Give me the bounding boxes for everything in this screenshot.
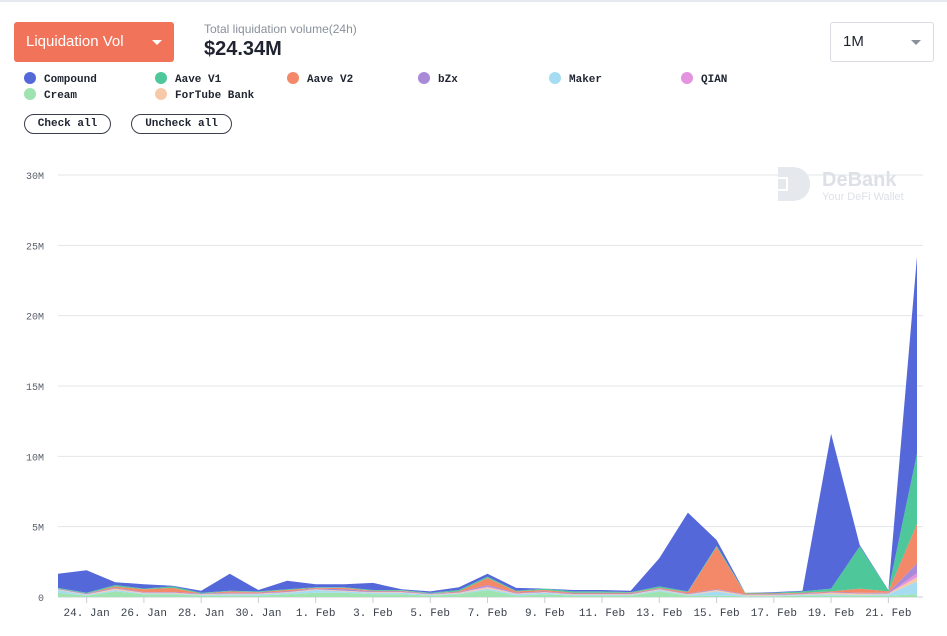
x-tick-label: 21. Feb: [865, 608, 911, 620]
area-series-cream: [58, 590, 917, 597]
total-volume-label: Total liquidation volume(24h): [204, 22, 357, 36]
area-series-aave-v1: [58, 453, 917, 594]
y-tick-label: 0: [38, 594, 44, 605]
x-tick-label: 11. Feb: [579, 608, 625, 620]
check-all-button[interactable]: Check all: [24, 114, 111, 134]
top-border: [0, 0, 947, 2]
debank-logo-icon: [778, 167, 810, 201]
legend-item-qian[interactable]: QIAN: [681, 72, 727, 88]
legend-item-aave-v2[interactable]: Aave V2: [287, 72, 353, 88]
legend-dot: [24, 72, 36, 84]
legend-label: Aave V2: [307, 74, 354, 86]
time-range-select[interactable]: 1M: [830, 22, 934, 62]
chart-gridlines: [58, 174, 923, 598]
time-range-value: 1M: [843, 33, 864, 50]
legend-dot: [155, 88, 167, 100]
legend-item-fortube-bank[interactable]: ForTube Bank: [155, 88, 254, 104]
metric-dropdown-label: Liquidation Vol: [26, 33, 124, 50]
area-series-maker: [58, 581, 917, 597]
legend-item-maker[interactable]: Maker: [549, 72, 602, 88]
x-tick-label: 19. Feb: [808, 608, 854, 620]
legend-label: Maker: [569, 74, 603, 86]
y-tick-label: 25M: [26, 242, 44, 253]
y-tick-label: 15M: [26, 383, 44, 394]
x-tick-label: 26. Jan: [121, 608, 167, 620]
metric-dropdown[interactable]: Liquidation Vol: [14, 22, 174, 62]
legend-label: Aave V1: [175, 74, 222, 86]
legend-label: QIAN: [701, 74, 728, 86]
x-tick-label: 17. Feb: [751, 608, 797, 620]
legend-dot: [155, 72, 167, 84]
legend-label: ForTube Bank: [175, 90, 255, 102]
x-tick-label: 7. Feb: [468, 608, 508, 620]
watermark-tagline: Your DeFi Wallet: [822, 191, 904, 203]
x-tick-label: 30. Jan: [235, 608, 281, 620]
total-volume-value: $24.34M: [204, 38, 282, 60]
liquidation-area-chart: DeBank Your DeFi Wallet 0 5M 10M 15M 20M 25M 3…: [26, 167, 923, 620]
legend-dot: [681, 72, 693, 84]
x-tick-label: 15. Feb: [693, 608, 739, 620]
area-series-compound: [58, 256, 917, 593]
x-tick-label: 9. Feb: [525, 608, 565, 620]
x-tick-label: 3. Feb: [353, 608, 393, 620]
area-series-fortube-bank: [58, 577, 917, 596]
chevron-down-icon: [152, 40, 162, 45]
y-tick-label: 30M: [26, 172, 44, 183]
legend-label: bZx: [438, 74, 458, 86]
debank-watermark: DeBank Your DeFi Wallet: [778, 167, 904, 203]
legend-dot: [287, 72, 299, 84]
legend-label: Compound: [44, 74, 97, 86]
chart-axes: 0 5M 10M 15M 20M 25M 30M 24. Jan 26. Jan 28. Jan 3…: [26, 172, 911, 620]
legend-item-bzx[interactable]: bZx: [418, 72, 458, 88]
debank-logo-bar: [778, 179, 786, 189]
area-series-aave-v2: [58, 523, 917, 595]
y-tick-label: 20M: [26, 313, 44, 324]
x-tick-label: 1. Feb: [296, 608, 336, 620]
y-tick-label: 5M: [32, 524, 44, 535]
x-tick-label: 28. Jan: [178, 608, 224, 620]
legend-label: Cream: [44, 90, 78, 102]
x-tick-label: 5. Feb: [410, 608, 450, 620]
x-tick-label: 13. Feb: [636, 608, 682, 620]
legend-item-compound[interactable]: Compound: [24, 72, 97, 88]
legend-item-aave-v1[interactable]: Aave V1: [155, 72, 221, 88]
chevron-down-icon: [911, 40, 921, 45]
legend-dot: [418, 72, 430, 84]
uncheck-all-button[interactable]: Uncheck all: [131, 114, 232, 134]
legend-item-cream[interactable]: Cream: [24, 88, 77, 104]
legend-dot: [24, 88, 36, 100]
x-tick-label: 24. Jan: [64, 608, 110, 620]
chart-areas: [58, 256, 917, 597]
y-tick-label: 10M: [26, 453, 44, 464]
watermark-brand: DeBank: [822, 169, 897, 191]
legend-dot: [549, 72, 561, 84]
